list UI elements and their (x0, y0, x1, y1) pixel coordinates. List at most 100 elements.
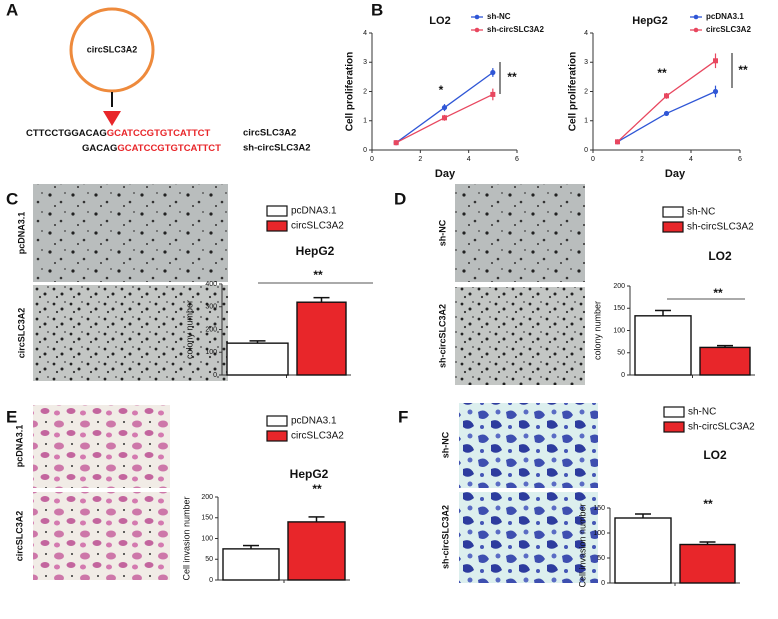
y-tick-label: 2 (584, 88, 588, 95)
panel-label: E (6, 407, 17, 426)
micrograph (33, 285, 228, 381)
point (441, 104, 448, 111)
legend-swatch (662, 221, 684, 233)
legend-label: circSLC3A2 (291, 221, 344, 232)
y-tick-label: 1 (584, 118, 588, 125)
chart-title: HepG2 (296, 244, 335, 258)
y-tick-label: 4 (584, 30, 588, 37)
micrograph (459, 403, 598, 488)
significance: ** (738, 63, 748, 77)
micrograph (459, 492, 598, 583)
y-tick-label: 0 (584, 147, 588, 154)
micrograph (33, 492, 170, 580)
image-label: sh-circSLC3A2 (437, 304, 447, 368)
micrograph (455, 287, 585, 385)
circle-label: circSLC3A2 (87, 44, 138, 54)
legend-swatch (266, 415, 288, 427)
significance: ** (703, 497, 713, 511)
bar (226, 342, 289, 376)
circ-rna (69, 7, 155, 93)
y-tick-label: 50 (617, 350, 625, 357)
significance: ** (312, 482, 322, 496)
micrograph (33, 184, 228, 282)
y-tick-label: 200 (201, 494, 213, 501)
arrow (103, 111, 121, 126)
significance: ** (657, 66, 667, 80)
bar (222, 548, 280, 581)
x-axis-label: Day (435, 168, 456, 180)
x-tick-label: 0 (591, 156, 595, 163)
chart-title: HepG2 (290, 467, 329, 481)
point (490, 69, 496, 76)
legend-marker (474, 27, 480, 33)
legend-marker (693, 14, 699, 20)
chart-title: LO2 (703, 448, 727, 462)
image-label: circSLC3A2 (16, 308, 26, 359)
seq-red: GCATCCGTGTCATTCT (117, 143, 221, 154)
legend-label: circSLC3A2 (291, 431, 344, 442)
micrograph (33, 405, 170, 488)
x-tick-label: 4 (689, 156, 693, 163)
y-tick-label: 50 (205, 556, 213, 563)
x-tick-label: 6 (515, 156, 519, 163)
y-tick-label: 0 (601, 580, 605, 587)
legend-label: sh-NC (688, 407, 716, 418)
legend-label: pcDNA3.1 (706, 12, 744, 21)
chart-title: HepG2 (632, 15, 667, 27)
legend-label: sh-NC (687, 207, 715, 218)
legend-label: sh-circSLC3A2 (687, 222, 754, 233)
significance: ** (713, 286, 723, 300)
image-label: pcDNA3.1 (16, 212, 26, 255)
y-tick-label: 150 (201, 515, 213, 522)
y-tick-label: 150 (613, 305, 625, 312)
x-tick-label: 6 (738, 156, 742, 163)
point (712, 88, 719, 95)
point (490, 91, 496, 97)
seq-red: GCATCCGTGTCATTCT (107, 128, 211, 139)
significance: ** (313, 268, 323, 282)
x-tick-label: 4 (467, 156, 471, 163)
point (664, 93, 669, 99)
chart-title: LO2 (429, 15, 450, 27)
legend-label: sh-NC (487, 12, 511, 21)
y-axis-label: Cell invasion number (181, 496, 191, 580)
seq-black: CTTCCTGGACAG (26, 128, 107, 139)
y-tick-label: 300 (205, 304, 217, 311)
panel-label: D (394, 189, 406, 208)
y-tick-label: 3 (584, 59, 588, 66)
legend-swatch (266, 205, 288, 217)
y-tick-label: 100 (593, 530, 605, 537)
bar (679, 543, 736, 584)
legend-label: sh-circSLC3A2 (487, 25, 544, 34)
legend-marker (693, 27, 699, 33)
series-line (617, 90, 716, 143)
chart-title: LO2 (708, 249, 732, 263)
legend-label: pcDNA3.1 (291, 206, 337, 217)
legend-label: circSLC3A2 (706, 25, 751, 34)
significance: ** (507, 70, 517, 84)
image-label: sh-NC (440, 431, 450, 458)
y-tick-label: 100 (205, 349, 217, 356)
y-axis-label: Cell proliferation (345, 52, 356, 131)
y-tick-label: 3 (363, 59, 367, 66)
point (713, 58, 718, 64)
x-tick-label: 2 (640, 156, 644, 163)
x-tick-label: 2 (418, 156, 422, 163)
y-tick-label: 0 (621, 372, 625, 379)
sequence: CTTCCTGGACAGGCATCCGTGTCATTCT (26, 128, 211, 139)
point (615, 139, 620, 145)
point (442, 115, 447, 121)
panel-label: F (398, 407, 408, 426)
y-axis-label: Cell invasion number (577, 503, 587, 587)
bar (614, 517, 672, 584)
y-tick-label: 50 (597, 555, 605, 562)
legend-swatch (663, 406, 685, 418)
image-label: pcDNA3.1 (14, 425, 24, 468)
y-tick-label: 0 (213, 372, 217, 379)
y-tick-label: 200 (205, 326, 217, 333)
image-label: sh-NC (437, 219, 447, 246)
x-axis-label: Day (665, 168, 686, 180)
point (663, 110, 670, 117)
